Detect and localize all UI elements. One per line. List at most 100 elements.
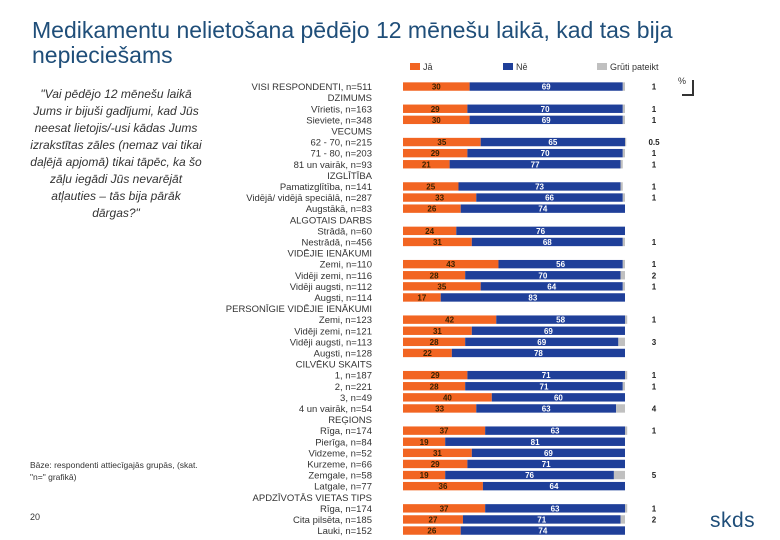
category-label: Vidzeme, n=52 (309, 448, 372, 459)
value-label-ja: 21 (422, 160, 431, 169)
value-label-ja: 31 (433, 238, 442, 247)
bar-ne (471, 448, 625, 458)
value-label-ne: 74 (538, 527, 547, 536)
group-heading: VECUMS (331, 126, 372, 137)
bar-grut (622, 259, 625, 269)
category-label: 4 un vairāk, n=54 (299, 404, 372, 415)
group-heading: PERSONĪGIE VIDĒJIE IENĀKUMI (226, 304, 372, 315)
group-heading: APDZĪVOTĀS VIETAS TIPS (253, 493, 372, 504)
bar-ja (403, 104, 468, 113)
bar-ja (403, 271, 466, 280)
legend-label-ja: Jā (423, 62, 433, 72)
category-label: Vidēji zemi, n=116 (295, 271, 372, 282)
value-label-grut: 4 (652, 404, 657, 413)
bar-grut (620, 515, 625, 524)
bar-ja (403, 259, 499, 269)
bar-grut (625, 370, 628, 380)
category-label: Rīga, n=174 (320, 426, 372, 437)
group-heading: DZIMUMS (328, 93, 372, 104)
value-label-grut: 1 (652, 382, 657, 391)
bar-ne (465, 382, 623, 391)
value-label-ja: 28 (430, 382, 439, 391)
category-label: Augsti, n=128 (314, 348, 372, 359)
value-label-grut: 1 (652, 260, 657, 269)
bar-ja (403, 459, 468, 469)
bar-ne (496, 315, 625, 324)
value-label-ne: 77 (531, 160, 540, 169)
bar-ne (498, 259, 623, 269)
page-title: Medikamentu nelietošana pēdējo 12 mēnešu… (32, 17, 673, 68)
value-label-ja: 33 (435, 194, 444, 203)
category-label: Rīga, n=174 (320, 504, 372, 515)
category-label: Vidējā/ vidējā speciālā, n=287 (246, 193, 372, 204)
bar-ja (403, 382, 466, 391)
bar-ne (469, 115, 623, 125)
legend-swatch-ja (410, 63, 420, 70)
value-label-ja: 22 (423, 349, 432, 358)
value-label-ja: 26 (427, 205, 436, 214)
value-label-ne: 56 (556, 260, 565, 269)
corner-bracket (682, 80, 694, 96)
category-label: Latgale, n=77 (314, 482, 372, 493)
value-label-ja: 30 (432, 116, 441, 125)
value-label-grut: 1 (652, 116, 657, 125)
bar-ja (403, 237, 472, 247)
bar-ja (403, 137, 481, 147)
category-label: Vidēji augsti, n=112 (290, 282, 372, 293)
bar-grut (618, 337, 625, 347)
value-label-ne: 69 (542, 116, 551, 125)
value-label-ne: 76 (536, 227, 545, 236)
value-label-ja: 17 (417, 293, 426, 302)
value-label-ne: 58 (556, 316, 565, 325)
category-label: Lauki, n=152 (317, 526, 372, 537)
bar-ne (467, 459, 625, 469)
value-label-ja: 29 (431, 371, 440, 380)
value-label-ne: 63 (551, 504, 560, 513)
bar-ne (467, 370, 625, 380)
bar-ja (403, 182, 459, 191)
legend-label-grut: Grūti pateikt (610, 62, 659, 72)
skds-logo: skds (710, 509, 756, 532)
value-label-ne: 71 (542, 371, 551, 380)
category-label: Vidēji zemi, n=121 (294, 326, 372, 337)
value-label-ja: 35 (437, 138, 446, 147)
bar-ne (485, 504, 625, 513)
bar-grut (613, 470, 625, 480)
bar-ne (491, 393, 625, 402)
category-label: Pamatizglītība, n=141 (280, 182, 372, 193)
bar-ne (485, 426, 625, 435)
bar-ja (403, 393, 492, 402)
value-label-grut: 1 (652, 316, 657, 325)
category-label: 81 un vairāk, n=93 (294, 160, 372, 171)
bar-grut (622, 104, 625, 113)
category-label: Zemgale, n=58 (308, 471, 372, 482)
value-label-ne: 60 (554, 393, 563, 402)
bar-ne (449, 160, 621, 169)
value-label-ja: 26 (427, 527, 436, 536)
value-label-ja: 29 (431, 149, 440, 158)
category-label: VISI RESPONDENTI, n=511 (252, 82, 372, 93)
value-label-grut: 1 (652, 105, 657, 114)
bar-ja (403, 481, 483, 491)
value-label-ja: 29 (431, 460, 440, 469)
bar-ne (467, 104, 623, 113)
value-label-ja: 42 (445, 316, 454, 325)
value-label-ja: 27 (429, 515, 438, 524)
value-label-ne: 70 (538, 271, 547, 280)
bar-ne (467, 148, 623, 158)
bar-grut (620, 271, 625, 280)
bar-ja (403, 470, 446, 480)
category-label: Augsti, n=114 (314, 293, 372, 304)
value-label-ne: 64 (547, 282, 556, 291)
bar-grut (622, 115, 625, 125)
value-label-ne: 70 (541, 105, 550, 114)
value-label-grut: 1 (652, 149, 657, 158)
bar-ne (456, 226, 625, 236)
value-label-ne: 69 (544, 327, 553, 336)
value-label-grut: 5 (652, 471, 657, 480)
group-heading: VIDĒJIE IENĀKUMI (288, 249, 372, 260)
category-label: 62 - 70, n=215 (310, 138, 372, 149)
value-label-ne: 65 (548, 138, 557, 147)
value-label-ne: 68 (543, 238, 552, 247)
legend-swatch-ne (503, 63, 513, 70)
